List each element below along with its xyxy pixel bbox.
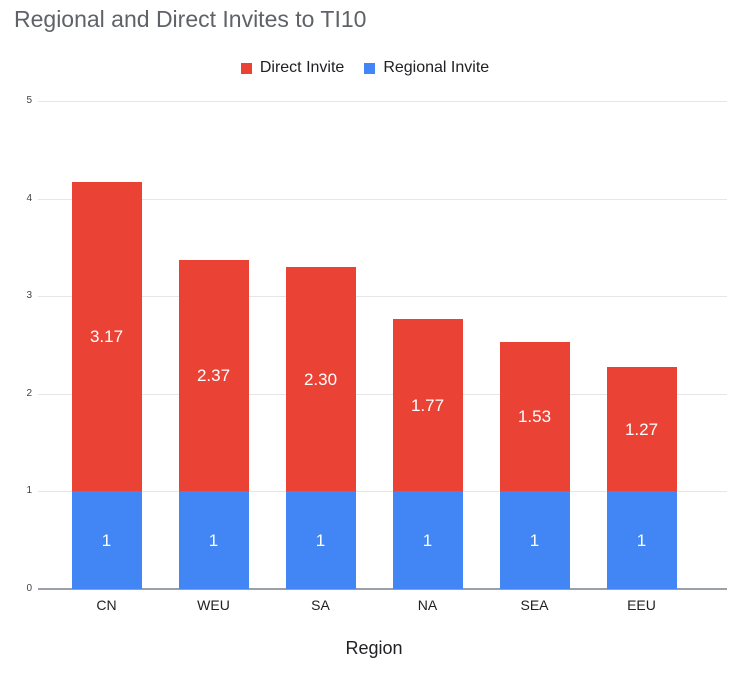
bar-segment-direct-invite-eeu: 1.27 [606,367,677,492]
legend-swatch-direct-invite-icon [240,62,252,74]
bar-value-label: 1 [422,530,433,550]
bar-value-label: 1.77 [410,395,445,415]
y-axis-tick-label: 0 [26,583,32,594]
y-axis-tick-label: 2 [26,387,32,399]
chart-legend: Direct Invite Regional Invite [0,57,730,79]
x-axis-line [38,588,727,590]
legend-entry-direct-invite: Direct Invite [240,59,345,77]
legend-entry-regional-invite: Regional Invite [364,59,489,77]
bar-value-label: 1.27 [624,419,659,439]
bar-value-label: 3.17 [89,327,124,347]
bar-segment-direct-invite-weu: 2.37 [178,260,249,492]
bar-value-label: 2.37 [196,366,231,386]
gridline [38,393,727,395]
bars-container: 3.17 1 2.37 1 2.30 1 1.77 1 1.53 1 1.27 1 [53,101,695,589]
legend-swatch-regional-invite-icon [364,62,376,74]
x-axis-label-cn: CN [96,597,117,613]
bar-value-label: 1 [208,530,219,550]
y-axis-tick-label: 3 [26,290,32,302]
bar-sa: 2.30 1 [285,101,356,589]
x-axis-label-weu: WEU [197,597,230,613]
x-axis-label-sea: SEA [520,597,549,613]
bar-cn: 3.17 1 [71,101,142,589]
x-axis-labels: CN WEU SA NA SEA EEU [53,597,695,615]
chart-title: Regional and Direct Invites to TI10 [14,6,367,32]
bar-segment-regional-invite-weu: 1 [178,491,249,589]
bar-value-label: 1 [101,530,112,550]
bar-value-label: 1 [315,530,326,550]
bar-value-label: 2.30 [303,369,338,389]
y-axis-tick-label: 1 [26,485,32,497]
bar-segment-regional-invite-cn: 1 [71,491,142,589]
gridline [38,491,727,493]
bar-value-label: 1.53 [517,407,552,427]
plot-area: 0 1 2 3 4 5 3.17 1 2.37 1 2.30 1 1.77 1 1.53 1 1.27 1 [26,95,727,594]
gridline [38,101,727,102]
gridline [38,296,727,298]
bar-segment-regional-invite-sa: 1 [285,491,356,589]
bar-eeu: 1.27 1 [606,101,677,589]
legend-label-direct-invite: Direct Invite [259,59,345,76]
gridline [38,198,727,200]
bar-sea: 1.53 1 [499,101,570,589]
x-axis-label-na: NA [417,597,438,613]
bar-segment-regional-invite-eeu: 1 [606,491,677,589]
bar-segment-direct-invite-sea: 1.53 [499,342,570,492]
bar-value-label: 1 [529,530,540,550]
y-axis-tick-label: 4 [26,192,32,204]
bar-segment-direct-invite-cn: 3.17 [71,182,142,492]
legend-label-regional-invite: Regional Invite [383,59,490,76]
x-axis-label-sa: SA [311,597,330,613]
bar-value-label: 1 [636,530,647,550]
bar-segment-direct-invite-sa: 2.30 [285,266,356,492]
bar-na: 1.77 1 [392,101,463,589]
x-axis-title: Region [345,638,403,658]
x-axis-label-eeu: EEU [627,597,656,613]
bar-weu: 2.37 1 [178,101,249,589]
bar-segment-direct-invite-na: 1.77 [392,318,463,492]
bar-segment-regional-invite-na: 1 [392,491,463,589]
y-axis-tick-label: 5 [26,95,32,106]
bar-segment-regional-invite-sea: 1 [499,491,570,589]
